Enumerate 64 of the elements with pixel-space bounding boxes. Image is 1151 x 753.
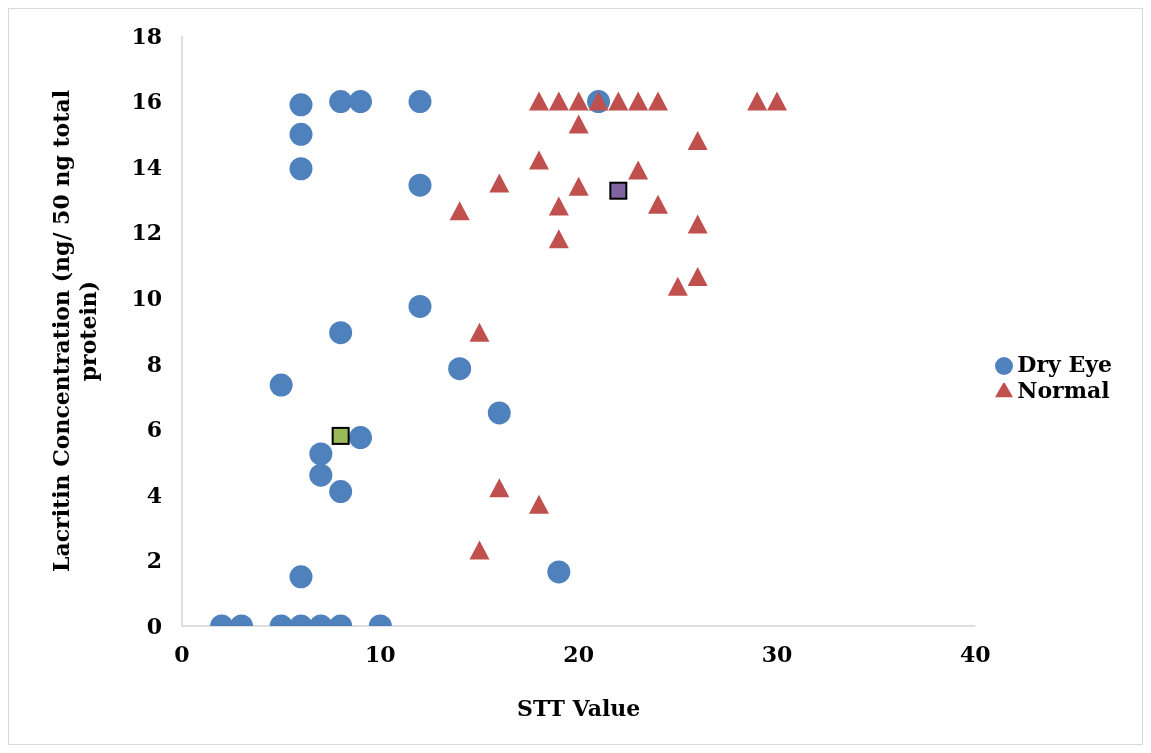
legend-label: Dry Eye [1017, 350, 1112, 377]
point [529, 494, 549, 514]
point [687, 266, 708, 286]
point [289, 565, 313, 589]
point [648, 91, 668, 111]
point [469, 540, 490, 560]
point [289, 122, 313, 146]
x-tick-label: 20 [563, 640, 594, 667]
point [269, 373, 293, 397]
point [548, 196, 569, 216]
point [667, 276, 688, 296]
legend-label: Normal [1017, 376, 1110, 403]
y-tick-label: 8 [146, 350, 162, 377]
point [331, 426, 350, 445]
point [408, 90, 432, 114]
x-tick-label: 40 [960, 640, 991, 667]
point [289, 157, 313, 181]
point [568, 114, 589, 134]
x-tick-label: 10 [365, 640, 396, 667]
point [448, 357, 472, 381]
point [489, 173, 510, 193]
y-tick-label: 10 [131, 285, 162, 312]
y-tick-label: 2 [146, 547, 162, 574]
point [349, 90, 372, 114]
point [469, 322, 490, 342]
y-tick-label: 16 [131, 88, 162, 115]
y-axis-title: Lacritin Concentration (ng/ 50 ng total protein) [48, 89, 101, 573]
point [487, 401, 511, 425]
point [648, 194, 668, 214]
point [628, 91, 649, 111]
point [687, 214, 708, 234]
point [529, 150, 549, 170]
point [449, 201, 470, 221]
y-tick-label: 12 [131, 219, 162, 246]
point [329, 321, 353, 345]
point [687, 130, 708, 150]
y-tick-label: 18 [131, 22, 162, 49]
point [408, 294, 432, 318]
point [747, 91, 768, 111]
point [628, 160, 649, 180]
point [548, 91, 569, 111]
y-tick-label: 14 [131, 153, 162, 180]
point [309, 442, 333, 466]
point [329, 90, 353, 114]
point [568, 91, 589, 111]
point [329, 480, 353, 504]
point [568, 176, 589, 196]
y-tick-label: 0 [146, 612, 162, 639]
point [289, 93, 313, 117]
point [608, 91, 629, 111]
point [309, 463, 333, 487]
point [548, 229, 569, 249]
point [609, 181, 628, 200]
x-axis-title: STT Value [517, 695, 641, 721]
point [767, 91, 787, 111]
point [489, 478, 510, 498]
y-tick-label: 4 [146, 481, 162, 508]
point [349, 426, 372, 450]
point [408, 173, 432, 197]
x-tick-label: 0 [174, 640, 190, 667]
point [547, 560, 571, 584]
x-tick-label: 30 [761, 640, 793, 667]
y-tick-label: 6 [146, 416, 162, 443]
point [529, 91, 549, 111]
